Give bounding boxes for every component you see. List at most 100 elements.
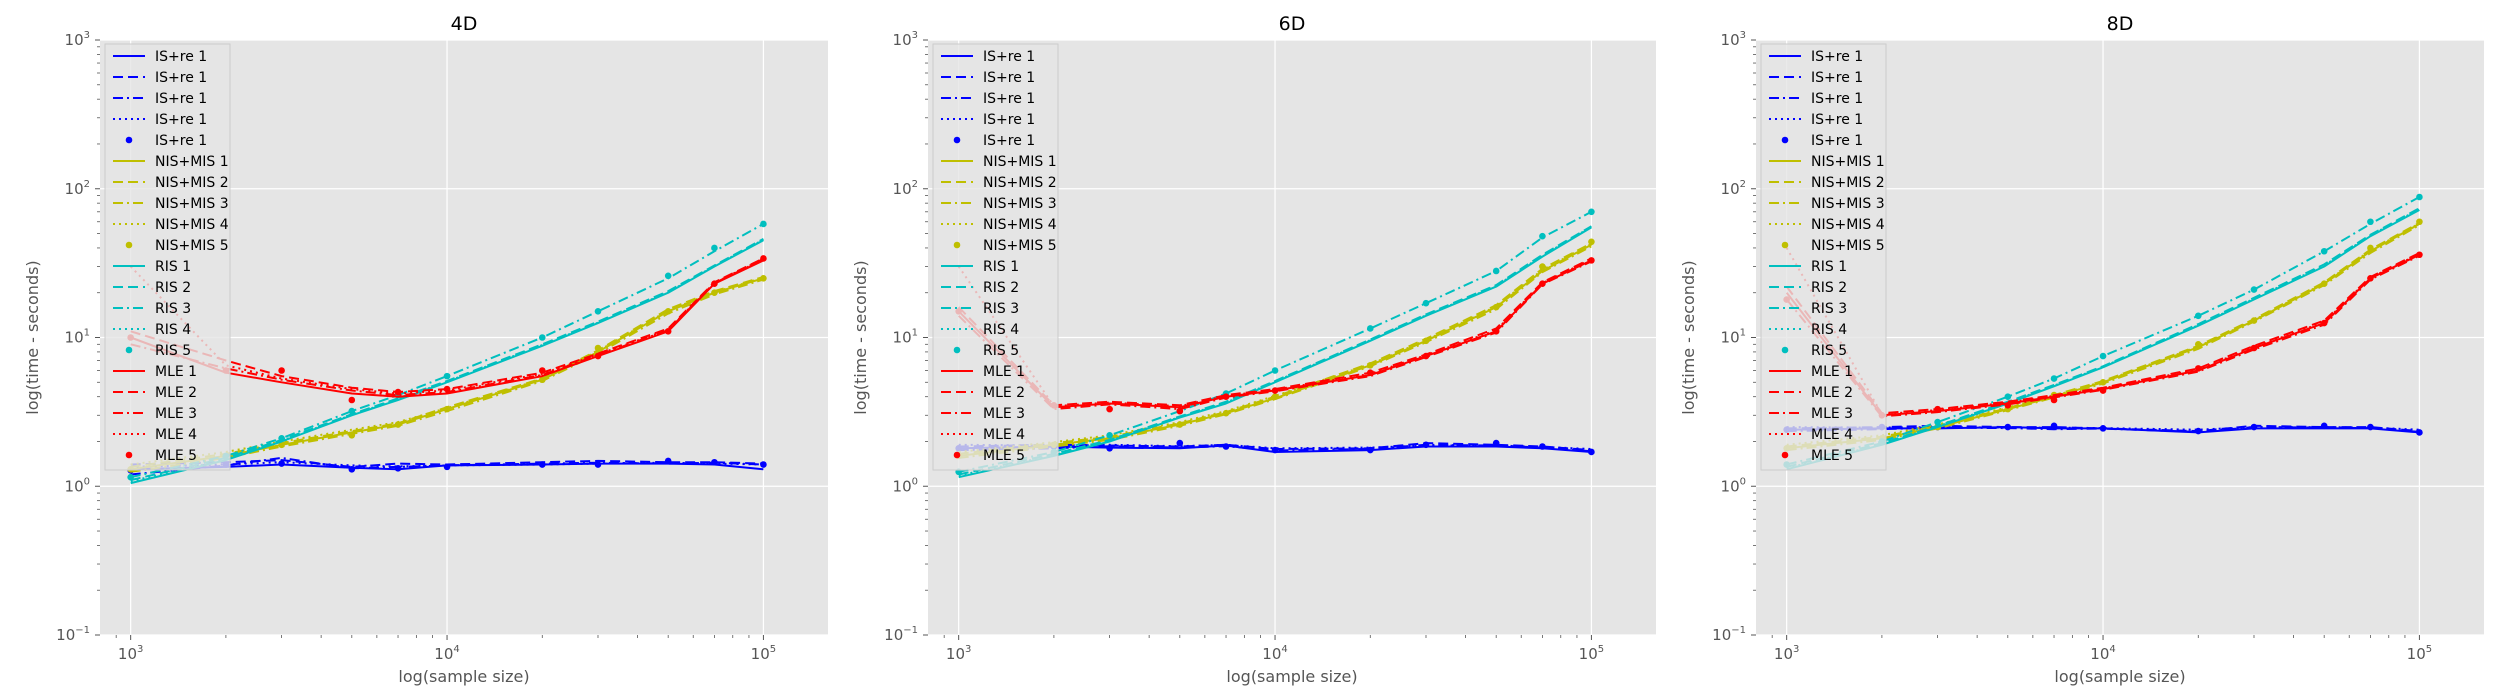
legend-label: NIS+MIS 4 [1811, 217, 1885, 233]
legend-label: IS+re 1 [983, 91, 1035, 107]
legend-item: MLE 5 [953, 448, 1025, 464]
legend-label: RIS 3 [155, 301, 191, 317]
x-tick-exponent: 5 [770, 644, 776, 655]
legend-item: MLE 3 [1769, 406, 1853, 422]
series-point [1176, 421, 1184, 428]
series-point [2416, 218, 2423, 226]
legend-item: RIS 5 [1781, 343, 1847, 359]
y-tick-base: 10 [893, 180, 912, 198]
series-point [594, 461, 602, 468]
series-point [2320, 247, 2328, 255]
series-point [1934, 405, 1941, 413]
legend-label: RIS 1 [1811, 259, 1847, 275]
y-tick-base: 10 [1721, 329, 1740, 347]
legend-item: RIS 5 [125, 343, 191, 359]
series-point [538, 376, 546, 384]
legend-item: IS+re 1 [113, 49, 207, 65]
legend-box [104, 43, 231, 471]
series-point [2050, 422, 2058, 430]
series-point [394, 388, 402, 396]
legend-label: MLE 3 [155, 406, 197, 422]
y-tick-exponent: 2 [912, 179, 918, 190]
legend-item: NIS+MIS 3 [113, 196, 229, 212]
series-point [594, 308, 602, 315]
legend-item: IS+re 1 [1769, 49, 1863, 65]
legend-label: NIS+MIS 3 [983, 196, 1057, 212]
series-point [1422, 352, 1430, 360]
series-point [348, 466, 356, 473]
legend-label: MLE 4 [1811, 427, 1853, 443]
series-point [1539, 263, 1546, 270]
legend-label: IS+re 1 [1811, 133, 1863, 149]
x-tick-label: 103 [1774, 644, 1799, 663]
x-tick-label: 105 [751, 644, 776, 663]
legend-item: IS+re 1 [1769, 112, 1863, 128]
series-point [1176, 439, 1184, 447]
series-group [127, 220, 767, 485]
x-tick-base: 10 [1579, 645, 1598, 663]
x-tick-exponent: 4 [2109, 644, 2115, 655]
legend-item: RIS 4 [941, 322, 1019, 338]
legend-marker [125, 136, 133, 144]
y-tick-label: 102 [65, 179, 90, 198]
series-point [1492, 267, 1500, 275]
y-tick-base: 10 [1721, 180, 1740, 198]
series-point [1106, 405, 1113, 413]
legend-marker [125, 451, 133, 459]
legend: IS+re 1 IS+re 1 IS+re 1 IS+re 1 IS+re 1 NIS+M… [932, 43, 1059, 471]
x-tick-base: 10 [434, 645, 453, 663]
y-tick-base: 10 [893, 477, 912, 495]
series-line [1786, 222, 2420, 446]
legend-label: RIS 2 [155, 280, 191, 296]
legend-item: NIS+MIS 5 [125, 238, 229, 254]
legend-item: MLE 4 [941, 427, 1025, 443]
series-point [2194, 341, 2202, 348]
legend-item: IS+re 1 [941, 112, 1035, 128]
legend-item: IS+re 1 [125, 133, 207, 149]
series-point [348, 396, 356, 404]
series-point [2194, 427, 2202, 435]
legend-label: RIS 2 [983, 280, 1019, 296]
y-tick-label: 101 [65, 328, 90, 347]
series-point [538, 334, 546, 341]
legend-label: NIS+MIS 5 [155, 238, 229, 254]
series-point [2367, 275, 2374, 282]
x-tick-label: 105 [2407, 644, 2432, 663]
y-tick-label: 102 [893, 179, 918, 198]
series-point [760, 461, 767, 468]
series-point [1366, 362, 1374, 369]
series-point [711, 280, 718, 287]
legend-label: NIS+MIS 4 [983, 217, 1057, 233]
legend-item: RIS 3 [1769, 301, 1847, 317]
legend-marker [953, 136, 961, 144]
legend-item: MLE 4 [113, 427, 197, 443]
series-point [711, 289, 718, 297]
y-axis-label: log(time - seconds) [23, 260, 42, 414]
series-point [1222, 443, 1230, 450]
x-tick-label: 105 [1579, 644, 1604, 663]
legend-label: RIS 3 [983, 301, 1019, 317]
series-point [278, 460, 285, 467]
legend-label: IS+re 1 [1811, 112, 1863, 128]
series-point [760, 220, 767, 228]
legend-item: MLE 3 [941, 406, 1025, 422]
series-point [2050, 396, 2058, 404]
y-tick-label: 101 [893, 328, 918, 347]
series-point [664, 308, 672, 315]
x-tick-base: 10 [1774, 645, 1793, 663]
legend-item: NIS+MIS 5 [1781, 238, 1885, 254]
legend-label: NIS+MIS 1 [155, 154, 229, 170]
series-point [1539, 280, 1546, 287]
legend-box [932, 43, 1059, 471]
legend-label: IS+re 1 [983, 133, 1035, 149]
legend-item: MLE 5 [1781, 448, 1853, 464]
legend-label: NIS+MIS 2 [1811, 175, 1885, 191]
series-line [958, 225, 1592, 477]
legend-item: RIS 2 [941, 280, 1019, 296]
legend-label: NIS+MIS 2 [155, 175, 229, 191]
series-line [957, 257, 1592, 407]
y-tick-label: 10−1 [1712, 625, 1746, 644]
series-point [1492, 439, 1500, 447]
legend-label: MLE 1 [155, 364, 197, 380]
y-axis-label: log(time - seconds) [851, 260, 870, 414]
